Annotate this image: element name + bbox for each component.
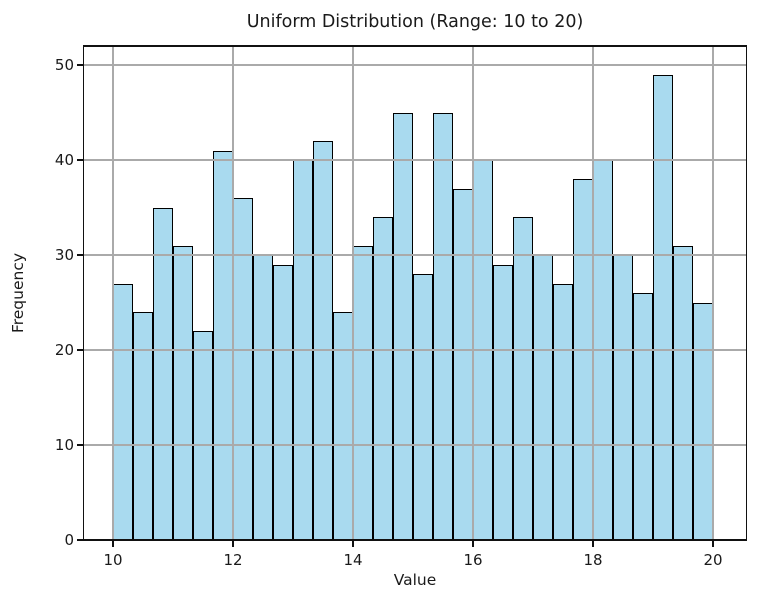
histogram-bar — [633, 293, 653, 540]
histogram-bar — [213, 150, 233, 540]
y-tick-label: 20 — [54, 341, 74, 359]
y-gridline — [84, 254, 746, 256]
y-gridline — [84, 64, 746, 66]
histogram-bar — [513, 217, 533, 540]
spine-bottom — [82, 539, 748, 541]
x-axis-label: Value — [393, 571, 437, 589]
x-gridline — [352, 46, 354, 540]
x-tick-mark — [712, 541, 714, 547]
histogram-bar — [393, 112, 413, 540]
histogram-bar — [353, 245, 373, 540]
histogram-bar — [493, 264, 513, 540]
y-gridline — [84, 159, 746, 161]
histogram-bar — [333, 312, 353, 540]
x-tick-label: 18 — [583, 551, 603, 569]
chart-title: Uniform Distribution (Range: 10 to 20) — [246, 12, 584, 32]
histogram-bar — [573, 179, 593, 540]
histogram-bar — [373, 217, 393, 540]
y-tick-mark — [77, 539, 83, 541]
y-tick-mark — [77, 254, 83, 256]
spine-left — [82, 45, 85, 541]
y-tick-mark — [77, 349, 83, 351]
x-tick-label: 14 — [343, 551, 363, 569]
x-tick-mark — [472, 541, 474, 547]
spine-right — [745, 45, 748, 541]
y-tick-label: 0 — [64, 531, 74, 549]
y-tick-label: 50 — [54, 56, 74, 74]
histogram-bar — [653, 74, 673, 540]
y-gridline — [84, 444, 746, 446]
histogram-bar — [433, 112, 453, 540]
histogram-bar — [453, 188, 473, 540]
histogram-bar — [673, 245, 693, 540]
y-tick-label: 10 — [54, 436, 74, 454]
histogram-bar — [253, 255, 273, 540]
x-tick-label: 12 — [223, 551, 243, 569]
histogram-bar — [413, 274, 433, 540]
y-tick-label: 40 — [54, 151, 74, 169]
spine-top — [82, 45, 748, 47]
y-tick-label: 30 — [54, 246, 74, 264]
x-tick-label: 20 — [703, 551, 723, 569]
x-gridline — [472, 46, 474, 540]
histogram-bar — [133, 312, 153, 540]
histogram-bar — [193, 331, 213, 540]
y-tick-mark — [77, 159, 83, 161]
x-tick-mark — [232, 541, 234, 547]
histogram-bar — [273, 264, 293, 540]
y-gridline — [84, 349, 746, 351]
x-gridline — [592, 46, 594, 540]
histogram-bar — [613, 255, 633, 540]
x-tick-label: 10 — [103, 551, 123, 569]
histogram-bar — [693, 302, 713, 540]
x-tick-mark — [592, 541, 594, 547]
x-tick-mark — [352, 541, 354, 547]
histogram-bar — [533, 255, 553, 540]
histogram-bar — [113, 283, 133, 540]
histogram-bar — [153, 207, 173, 540]
histogram-bar — [553, 283, 573, 540]
x-tick-label: 16 — [463, 551, 483, 569]
x-tick-mark — [112, 541, 114, 547]
histogram-bar — [313, 141, 333, 540]
histogram-bar — [233, 198, 253, 540]
x-gridline — [232, 46, 234, 540]
x-gridline — [112, 46, 114, 540]
y-tick-mark — [77, 444, 83, 446]
plot-area — [84, 46, 746, 540]
x-gridline — [712, 46, 714, 540]
y-tick-mark — [77, 64, 83, 66]
histogram-bar — [173, 245, 193, 540]
